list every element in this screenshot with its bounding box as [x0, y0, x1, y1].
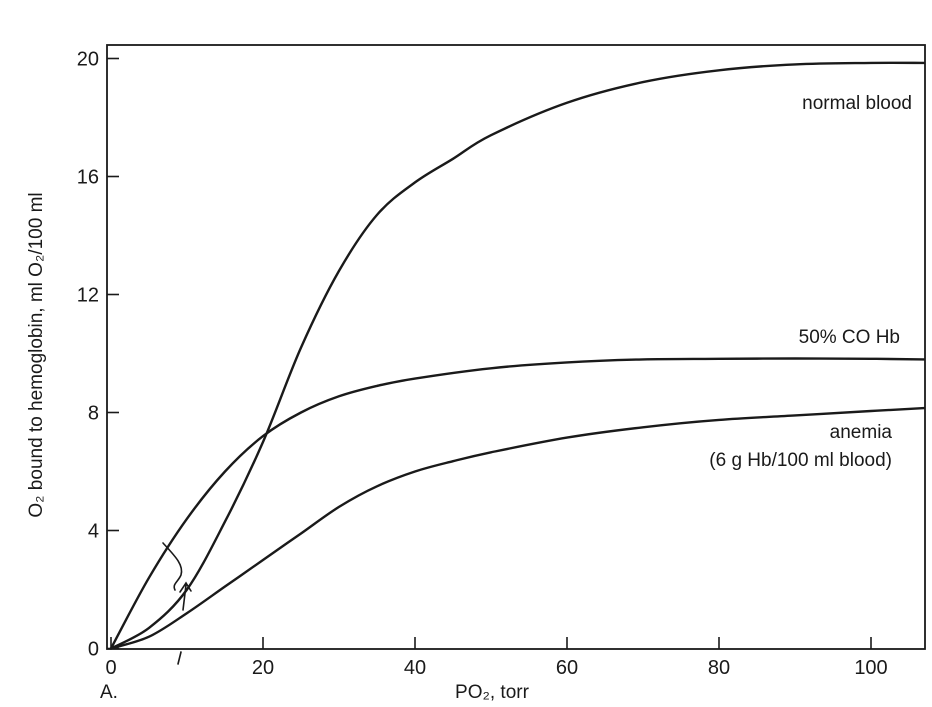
- x-tick-label: 0: [105, 657, 116, 679]
- y-tick-label: 12: [77, 285, 99, 307]
- series-label-co-hb: 50% CO Hb: [799, 327, 900, 348]
- x-tick-label: 20: [252, 657, 274, 679]
- handwritten-arrow-mark: [179, 581, 192, 611]
- handwritten-annotation-mark: [162, 542, 183, 591]
- panel-label: A.: [100, 682, 118, 703]
- curve-50-co-hb: [109, 357, 926, 650]
- y-tick-label: 20: [77, 49, 99, 71]
- x-axis-label: PO₂, torr: [455, 682, 530, 703]
- handwritten-tick-mark: [177, 651, 182, 665]
- series-label-normal-blood: normal blood: [802, 93, 912, 114]
- curve-anemia: [109, 406, 926, 650]
- y-tick-label: 8: [88, 403, 99, 425]
- x-tick-label: 100: [854, 657, 887, 679]
- plot-frame: [106, 44, 926, 650]
- y-tick-label: 4: [88, 521, 99, 543]
- curve-normal-blood: [109, 61, 926, 650]
- y-tick-label: 16: [77, 167, 99, 189]
- series-label-anemia-detail: (6 g Hb/100 ml blood): [709, 450, 892, 471]
- y-axis-label: O₂ bound to hemoglobin, ml O₂/100 ml: [26, 192, 47, 517]
- data-curves: [109, 61, 926, 650]
- x-tick-label: 40: [404, 657, 426, 679]
- x-tick-label: 60: [556, 657, 578, 679]
- y-axis-ticks: 0 4 8 12 16 20: [77, 49, 119, 661]
- x-tick-label: 80: [708, 657, 730, 679]
- y-tick-label: 0: [88, 639, 99, 661]
- series-label-anemia: anemia: [830, 422, 893, 443]
- x-axis-ticks: 0 20 40 60 80 100: [105, 637, 888, 679]
